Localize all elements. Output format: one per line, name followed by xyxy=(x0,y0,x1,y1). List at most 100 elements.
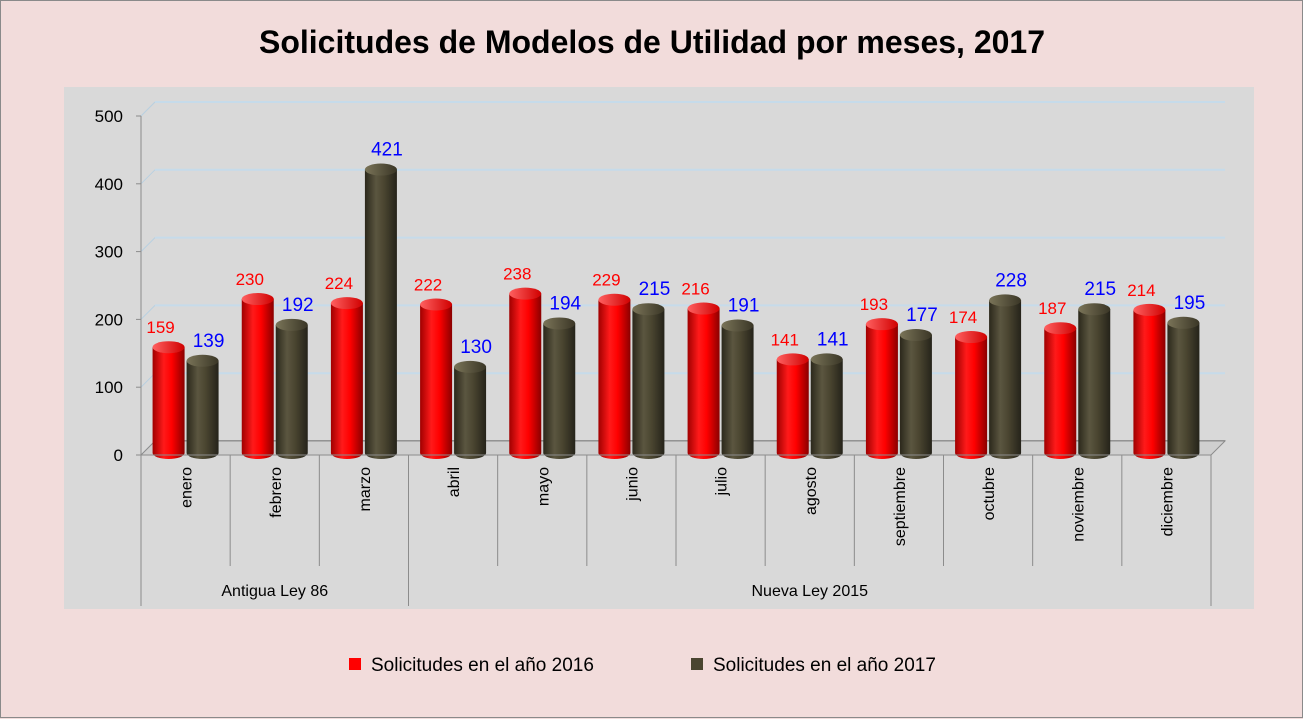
y-axis: 0 100 200 300 400 500 xyxy=(95,107,141,465)
category-label: abril xyxy=(446,467,463,497)
bar-top xyxy=(543,317,576,330)
bar-top xyxy=(364,163,397,176)
bar-enero-2016 xyxy=(152,341,185,459)
bar-top xyxy=(632,303,665,316)
data-label-2017: 192 xyxy=(282,295,314,316)
data-label-2017: 215 xyxy=(1084,279,1116,300)
bar-body xyxy=(632,309,665,459)
bar-body xyxy=(776,359,809,459)
data-label-2016: 229 xyxy=(592,271,620,290)
category-label: octubre xyxy=(981,467,998,520)
bar-febrero-2017 xyxy=(275,318,308,459)
bar-top xyxy=(810,353,843,366)
bar-mayo-2017 xyxy=(543,317,576,459)
bar-agosto-2017 xyxy=(810,353,843,459)
category-label: junio xyxy=(624,467,641,502)
data-label-2017: 130 xyxy=(460,337,492,358)
data-label-2017: 139 xyxy=(193,331,225,352)
bar-octubre-2016 xyxy=(955,331,988,459)
y-tick-label: 0 xyxy=(114,446,123,465)
bar-top xyxy=(989,294,1022,307)
bar-enero-2017 xyxy=(186,354,219,459)
gridline-depth xyxy=(140,101,156,117)
bar-junio-2016 xyxy=(598,293,631,459)
bar-top xyxy=(275,318,308,331)
bar-top xyxy=(687,302,720,315)
category-label: agosto xyxy=(803,467,820,515)
bar-body xyxy=(1044,328,1077,459)
category-label: diciembre xyxy=(1159,467,1176,536)
data-label-2016: 159 xyxy=(146,318,174,337)
bar-junio-2017 xyxy=(632,303,665,459)
bar-body xyxy=(186,360,219,459)
chart-title: Solicitudes de Modelos de Utilidad por m… xyxy=(259,24,1045,60)
y-tick-label: 100 xyxy=(95,378,123,397)
bar-top xyxy=(955,331,988,344)
legend-item-2016: Solicitudes en el año 2016 xyxy=(349,655,594,676)
category-label: noviembre xyxy=(1070,467,1087,542)
bar-abril-2017 xyxy=(454,360,487,459)
data-labels: 159 139 230 192 224 421 222 130 238 194 229 215 216 1… xyxy=(146,140,1205,358)
data-label-2017: 194 xyxy=(549,293,581,314)
bar-body xyxy=(810,359,843,459)
data-label-2016: 224 xyxy=(325,274,353,293)
bar-top xyxy=(598,293,631,306)
bar-body xyxy=(955,337,988,459)
bar-top xyxy=(1044,322,1077,335)
bars xyxy=(152,163,1200,459)
legend-swatch xyxy=(691,658,703,670)
bar-noviembre-2016 xyxy=(1044,322,1077,459)
bar-body xyxy=(543,323,576,459)
data-label-2016: 214 xyxy=(1127,281,1155,300)
bar-body xyxy=(509,293,542,459)
category-label: marzo xyxy=(357,467,374,512)
bar-marzo-2017 xyxy=(364,163,397,459)
bar-julio-2016 xyxy=(687,302,720,459)
category-label: febrero xyxy=(268,467,285,518)
bar-body xyxy=(152,347,185,459)
bar-body xyxy=(241,299,274,459)
bar-body xyxy=(721,325,754,459)
legend-item-2017: Solicitudes en el año 2017 xyxy=(691,655,936,676)
bar-top xyxy=(186,354,219,367)
bar-abril-2016 xyxy=(420,298,453,459)
bar-body xyxy=(899,334,932,459)
data-label-2016: 193 xyxy=(860,295,888,314)
data-label-2016: 230 xyxy=(236,270,264,289)
bar-body xyxy=(1167,322,1200,459)
legend: Solicitudes en el año 2016 Solicitudes en… xyxy=(349,655,936,676)
category-label: mayo xyxy=(535,467,552,506)
data-label-2017: 228 xyxy=(995,270,1027,291)
bar-top xyxy=(454,360,487,373)
bar-febrero-2016 xyxy=(241,293,274,459)
bar-septiembre-2016 xyxy=(865,318,898,459)
bar-body xyxy=(865,324,898,459)
bar-body xyxy=(598,299,631,459)
data-label-2016: 238 xyxy=(503,265,531,284)
bar-body xyxy=(330,303,363,459)
bar-septiembre-2017 xyxy=(899,328,932,459)
y-tick-label: 300 xyxy=(95,243,123,262)
bar-top xyxy=(865,318,898,331)
category-label: septiembre xyxy=(892,467,909,546)
bar-top xyxy=(330,297,363,310)
data-label-2016: 216 xyxy=(681,280,709,299)
bar-marzo-2016 xyxy=(330,297,363,459)
bar-noviembre-2017 xyxy=(1078,303,1111,459)
y-tick-label: 200 xyxy=(95,310,123,329)
bar-top xyxy=(721,319,754,332)
data-label-2016: 174 xyxy=(949,308,977,327)
bar-body xyxy=(1078,309,1111,459)
bar-agosto-2016 xyxy=(776,353,809,459)
y-tick-label: 400 xyxy=(95,175,123,194)
legend-label: Solicitudes en el año 2017 xyxy=(713,655,936,676)
data-label-2017: 215 xyxy=(639,279,671,300)
category-label: enero xyxy=(179,467,196,508)
y-tick-label: 500 xyxy=(95,107,123,126)
bar-body xyxy=(989,300,1022,459)
gridline-depth xyxy=(140,169,156,185)
x-axis: enero febrero marzo abril mayo junio julio agos… xyxy=(140,454,1212,606)
bar-body xyxy=(364,169,397,459)
group-label: Antigua Ley 86 xyxy=(221,583,328,600)
